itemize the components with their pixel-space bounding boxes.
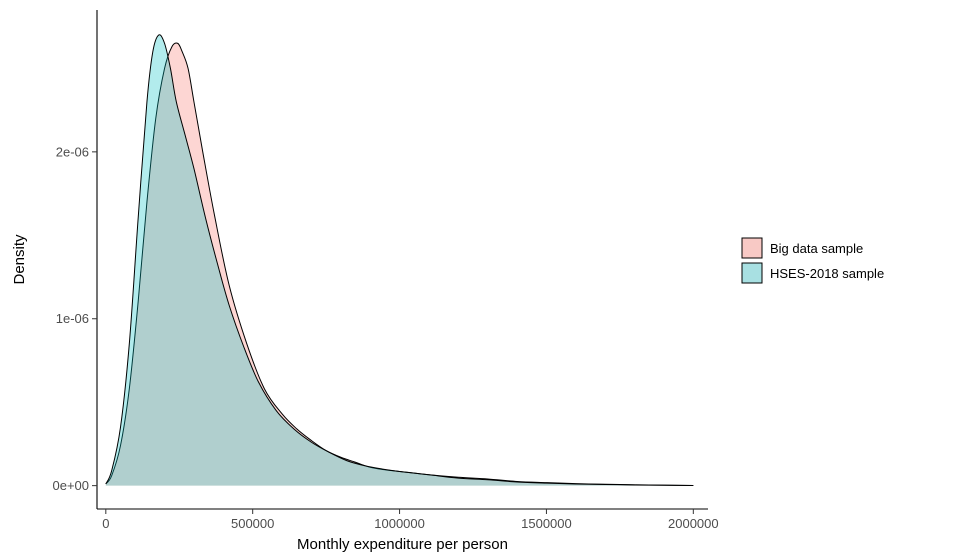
x-tick-label: 500000 [231,516,274,531]
density-area-hses-2018-sample [105,34,694,486]
density-line-big-data-sample [105,42,694,486]
series-hses-2018-sample [105,34,694,486]
legend-key [741,262,763,284]
axes: 0 500000 1000000 1500000 2000000 0e+00 1e-06 2e… [52,10,719,531]
density-area-big-data-sample [105,42,694,486]
y-tick-label: 2e-06 [56,144,89,159]
legend-label: Big data sample [770,241,863,256]
y-axis-title: Density [11,234,28,285]
y-tick-label: 1e-06 [56,311,89,326]
legend: Big data sample HSES-2018 sample [741,237,884,284]
x-tick-label: 2000000 [668,516,719,531]
x-axis-title: Monthly expenditure per person [297,536,508,553]
density-areas [105,34,694,486]
x-tick-label: 0 [102,516,109,531]
series-big-data-sample [105,42,694,486]
x-tick-label: 1500000 [521,516,572,531]
legend-key [741,237,763,259]
x-tick-label: 1000000 [374,516,425,531]
legend-label: HSES-2018 sample [770,266,884,281]
density-line-hses-2018-sample [105,34,694,486]
y-tick-label: 0e+00 [52,478,89,493]
legend-item-big-data-sample: Big data sample [741,237,863,259]
legend-item-hses-2018-sample: HSES-2018 sample [741,262,884,284]
